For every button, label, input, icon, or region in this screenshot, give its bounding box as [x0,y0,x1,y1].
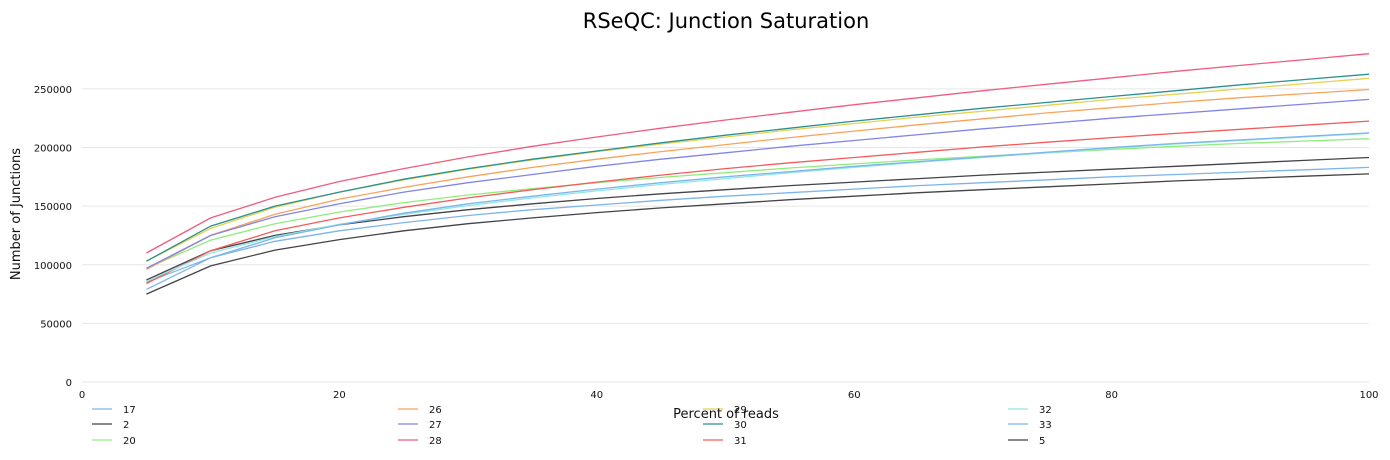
legend-item-32[interactable]: 32 [1008,405,1052,416]
x-axis-label: Percent of reads [673,407,779,422]
series-line-20 [146,138,1370,269]
legend-item-20[interactable]: 20 [92,436,136,447]
series-line-5 [146,173,1370,295]
legend-item-5[interactable]: 5 [1008,436,1045,447]
y-tick-label: 200000 [34,144,72,155]
series-lines [146,53,1370,295]
y-tick-label: 150000 [34,202,72,213]
legend-item-30[interactable]: 30 [703,420,747,431]
y-tick-label: 250000 [34,85,72,96]
legend-item-33[interactable]: 33 [1008,420,1052,431]
series-line-26 [146,88,1370,270]
legend-item-26[interactable]: 26 [398,405,442,416]
x-tick-label: 100 [1359,390,1378,401]
legend-label: 32 [1039,405,1052,416]
legend-label: 5 [1039,436,1045,447]
legend-label: 20 [123,436,136,447]
x-tick-label: 40 [590,390,603,401]
legend-label: 30 [734,420,747,431]
legend-label: 26 [429,405,442,416]
y-tick-label: 50000 [40,319,72,330]
series-line-32 [146,132,1370,282]
x-tick-label: 0 [79,390,85,401]
y-tick-label: 0 [66,378,72,389]
legend-label: 33 [1039,420,1052,431]
x-tick-label: 60 [848,390,861,401]
legend-label: 2 [123,420,129,431]
legend-label: 27 [429,420,442,431]
legend-item-2[interactable]: 2 [92,420,129,431]
y-gridlines [82,88,1369,383]
series-line-30 [146,73,1370,262]
chart-title: RSeQC: Junction Saturation [583,9,870,33]
legend-item-27[interactable]: 27 [398,420,442,431]
legend-item-28[interactable]: 28 [398,436,442,447]
y-axis-ticks: 0 50000 100000 150000 200000 250000 [34,85,72,389]
legend-label: 31 [734,436,747,447]
y-tick-label: 100000 [34,261,72,272]
series-line-17 [146,166,1370,283]
series-line-27 [146,98,1370,269]
legend-item-31[interactable]: 31 [703,436,747,447]
series-line-31 [146,120,1370,285]
series-line-28 [146,53,1370,254]
y-axis-label: Number of Junctions [9,148,24,280]
legend: 17 2 20 26 27 28 29 30 31 32 33 5 [92,405,1052,447]
x-axis-ticks: 0 20 40 60 80 100 [79,390,1379,401]
legend-label: 28 [429,436,442,447]
x-tick-label: 80 [1105,390,1118,401]
x-tick-label: 20 [333,390,346,401]
legend-label: 29 [734,405,747,416]
legend-item-17[interactable]: 17 [92,405,136,416]
legend-label: 17 [123,405,136,416]
series-line-33 [146,132,1370,290]
legend-item-29[interactable]: 29 [703,405,747,416]
